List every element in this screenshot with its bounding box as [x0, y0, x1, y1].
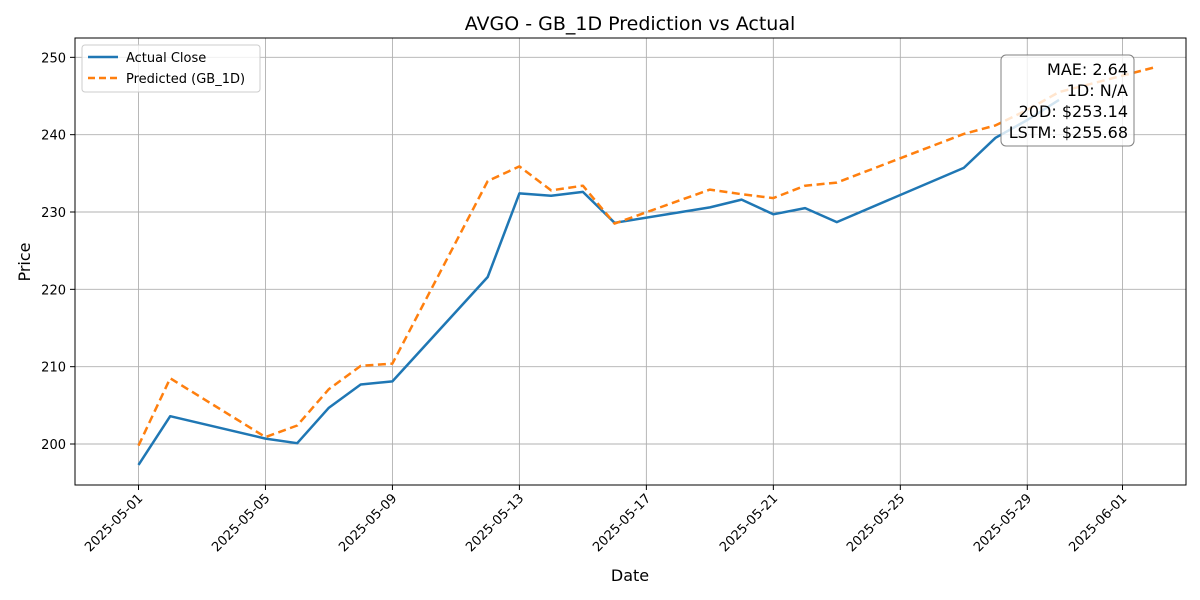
- chart-title: AVGO - GB_1D Prediction vs Actual: [465, 13, 796, 35]
- x-tick-label: 2025-05-21: [717, 491, 781, 555]
- series-line-predicted: [137, 66, 1155, 447]
- x-tick-label: 2025-05-13: [463, 491, 527, 555]
- x-tick-label: 2025-05-25: [844, 491, 908, 555]
- y-tick-label: 200: [41, 438, 66, 453]
- x-tick-label: 2025-05-09: [336, 491, 400, 555]
- stats-box-background: [1000, 54, 1135, 147]
- legend-label-predicted: Predicted (GB_1D): [126, 72, 245, 87]
- stats-annotation: MAE: 2.64 1D: N/A 20D: $253.14 LSTM: $25…: [1000, 54, 1135, 147]
- stat-1d: 1D: N/A: [1067, 81, 1128, 100]
- x-tick-label: 2025-05-29: [971, 491, 1035, 555]
- x-tick-label: 2025-05-17: [590, 491, 654, 555]
- y-axis-title: Price: [15, 242, 34, 281]
- plot-frame: [74, 37, 1187, 486]
- y-tick-label: 250: [41, 51, 66, 66]
- stat-lstm: LSTM: $255.68: [1009, 123, 1128, 142]
- legend-box: [81, 44, 261, 93]
- stat-20d: 20D: $253.14: [1019, 102, 1128, 121]
- legend: Actual Close Predicted (GB_1D): [81, 44, 261, 93]
- y-tick-label: 210: [41, 361, 66, 376]
- x-tick-label: 2025-05-05: [209, 491, 273, 555]
- y-tick-label: 240: [41, 129, 66, 144]
- axis-ticks: 2025-05-01 2025-05-05 2025-05-09 2025-05-13…: [41, 51, 1130, 555]
- series-line-actual-close: [137, 98, 1060, 466]
- y-tick-label: 220: [41, 283, 66, 298]
- x-tick-label: 2025-05-01: [82, 491, 146, 555]
- y-tick-label: 230: [41, 206, 66, 221]
- stat-mae: MAE: 2.64: [1047, 60, 1128, 79]
- x-tick-label: 2025-06-01: [1066, 491, 1130, 555]
- series-layer: [137, 66, 1155, 466]
- x-axis-title: Date: [611, 566, 649, 585]
- legend-label-actual: Actual Close: [126, 51, 206, 66]
